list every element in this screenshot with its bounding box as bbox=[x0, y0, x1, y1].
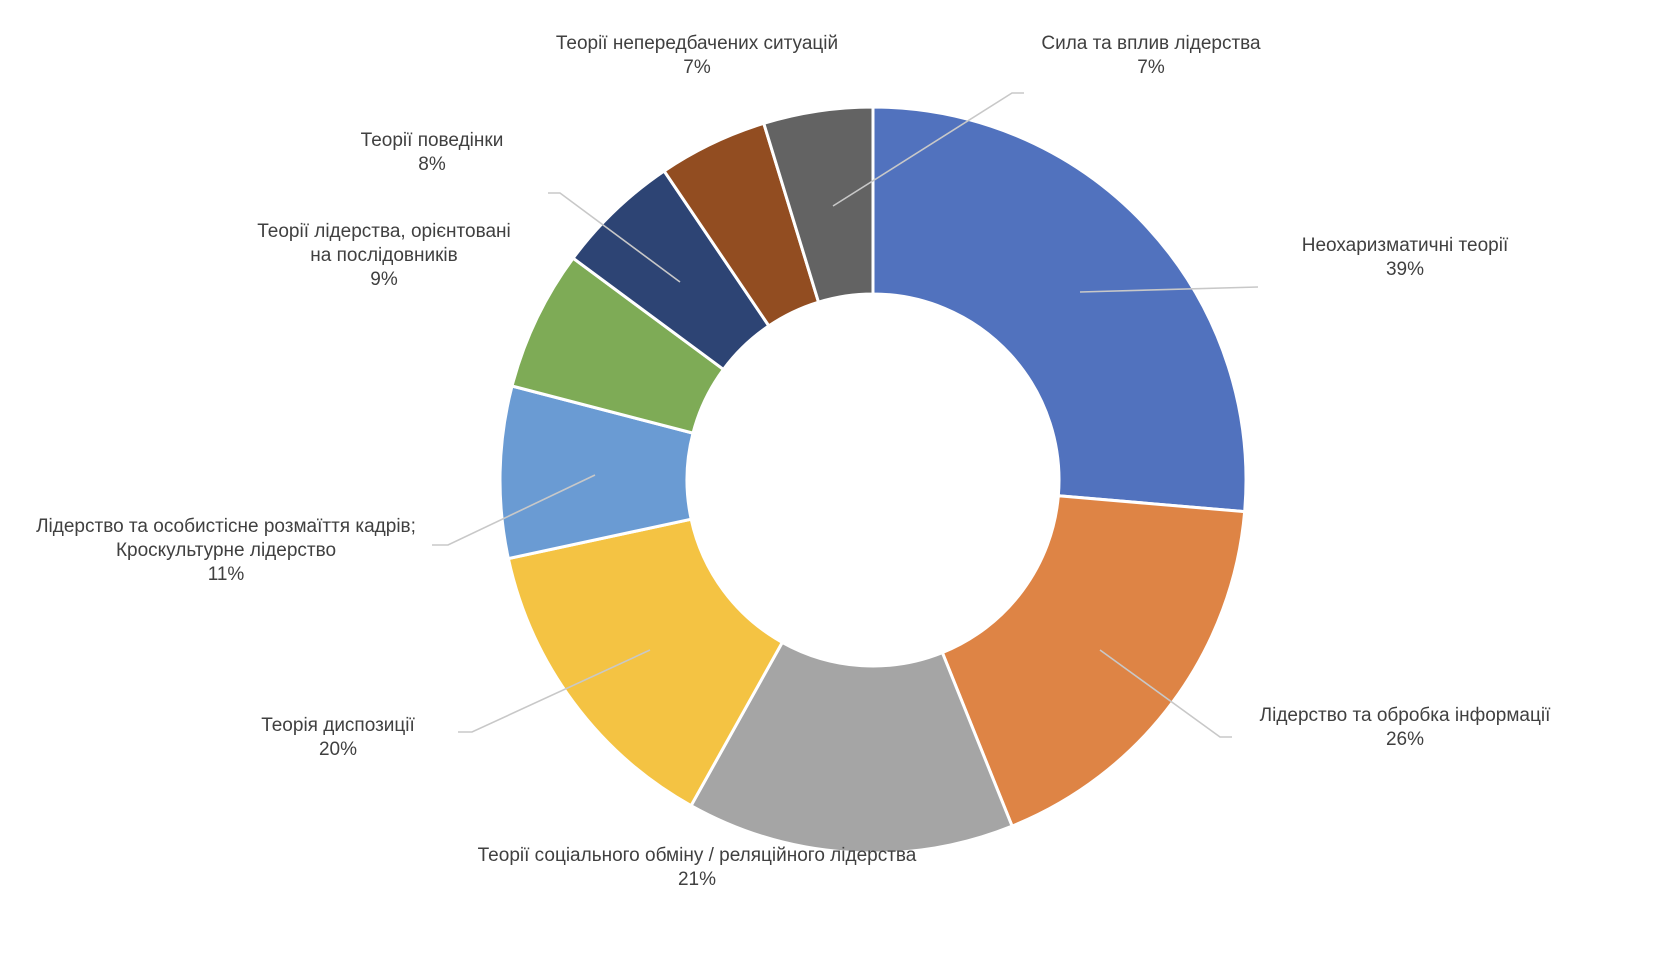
slice-label-7: Теорії поведінки 8% bbox=[361, 130, 504, 175]
leader-line-2 bbox=[1099, 649, 1232, 738]
leader-line-7 bbox=[548, 192, 681, 283]
slice-percent: 7% bbox=[1137, 57, 1165, 78]
slice-label-3: Теорії соціального обміну / реляційного … bbox=[478, 845, 917, 890]
slice-category: Теорії поведінки bbox=[361, 130, 504, 151]
donut-slice-9 bbox=[761, 105, 875, 305]
slice-label-8: Теорії непередбачених ситуацій 7% bbox=[556, 33, 838, 78]
donut-slice-1 bbox=[871, 105, 1248, 514]
slice-label-4: Теорія диспозиції 20% bbox=[261, 715, 415, 760]
slice-percent: 8% bbox=[418, 154, 446, 175]
leader-line-5 bbox=[432, 474, 596, 546]
slice-percent: 11% bbox=[208, 564, 245, 585]
slice-label-5: Лідерство та особистісне розмаїття кадрі… bbox=[36, 516, 416, 585]
slice-category: Теорії непередбачених ситуацій bbox=[556, 33, 838, 54]
donut-slice-3 bbox=[689, 640, 1015, 855]
leader-line-9 bbox=[832, 92, 1024, 207]
slice-label-6: Теорії лідерства, орієнтовані на послідов… bbox=[257, 221, 511, 290]
donut-slice-2 bbox=[940, 494, 1247, 829]
leader-line-4 bbox=[458, 649, 651, 733]
slice-percent: 21% bbox=[678, 869, 716, 890]
slice-label-2: Лідерство та обробка інформації 26% bbox=[1260, 705, 1551, 750]
slice-category: Лідерство та особистісне розмаїття кадрі… bbox=[36, 516, 416, 537]
leaders-layer bbox=[432, 92, 1259, 738]
slice-category: Сила та вплив лідерства bbox=[1041, 33, 1261, 54]
slices-layer bbox=[498, 105, 1248, 855]
slice-percent: 20% bbox=[319, 739, 357, 760]
leader-line-1 bbox=[1079, 286, 1259, 293]
slice-category: Неохаризматичні теорії bbox=[1302, 235, 1509, 256]
slice-category: Теорії соціального обміну / реляційного … bbox=[478, 845, 917, 866]
slice-percent: 26% bbox=[1386, 729, 1424, 750]
donut-slice-4 bbox=[506, 517, 785, 808]
labels-layer: Неохаризматичні теорії 39% Лідерство та об… bbox=[36, 33, 1551, 890]
slice-label-9: Сила та вплив лідерства 7% bbox=[1041, 33, 1261, 78]
slice-percent: 9% bbox=[370, 269, 398, 290]
slice-percent: 39% bbox=[1386, 259, 1424, 280]
slice-label-1: Неохаризматичні теорії 39% bbox=[1302, 235, 1509, 280]
slice-percent: 7% bbox=[683, 57, 711, 78]
slice-category: на послідовників bbox=[310, 245, 457, 266]
slice-category: Теорії лідерства, орієнтовані bbox=[257, 221, 511, 242]
slice-category: Лідерство та обробка інформації bbox=[1260, 705, 1551, 726]
slice-category: Теорія диспозиції bbox=[261, 715, 415, 736]
slice-category: Кроскультурне лідерство bbox=[116, 540, 336, 561]
